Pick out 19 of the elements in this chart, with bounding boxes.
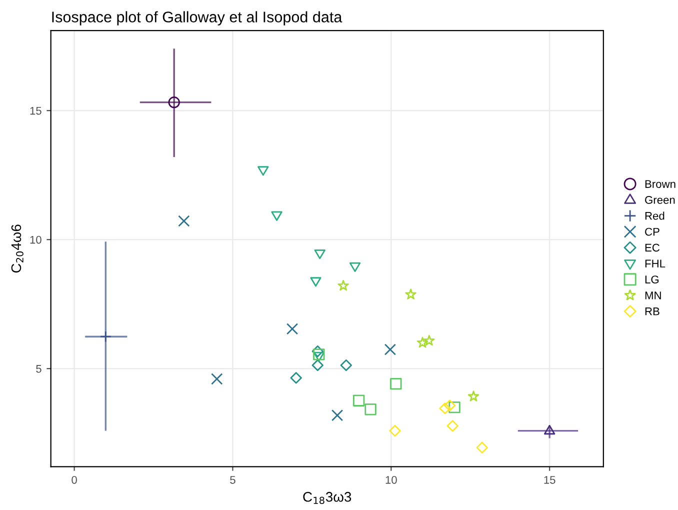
legend-label: CP [645, 228, 660, 236]
chart-title: Isospace plot of Galloway et al Isopod data [52, 11, 342, 26]
legend-label: Green [645, 196, 675, 204]
legend-label: Brown [645, 180, 676, 188]
y-tick-label: 10 [30, 236, 42, 244]
legend-label: Red [645, 212, 664, 220]
legend-label: MN [645, 292, 661, 300]
x-axis-title: C$_{18}$3ω3 [303, 492, 352, 504]
y-tick-label: 15 [30, 106, 42, 115]
legend-label: RB [645, 308, 660, 316]
legend-label: LG [645, 276, 658, 284]
x-tick-label: 0 [72, 476, 77, 484]
x-tick-label: 15 [544, 476, 556, 484]
legend-label: FHL [645, 260, 666, 268]
x-tick-label: 10 [386, 476, 397, 484]
legend-label: EC [645, 244, 660, 252]
y-axis-title: C$_{20}$4ω6 [11, 224, 24, 273]
x-tick-label: 5 [230, 476, 236, 484]
y-tick-label: 5 [36, 364, 42, 373]
